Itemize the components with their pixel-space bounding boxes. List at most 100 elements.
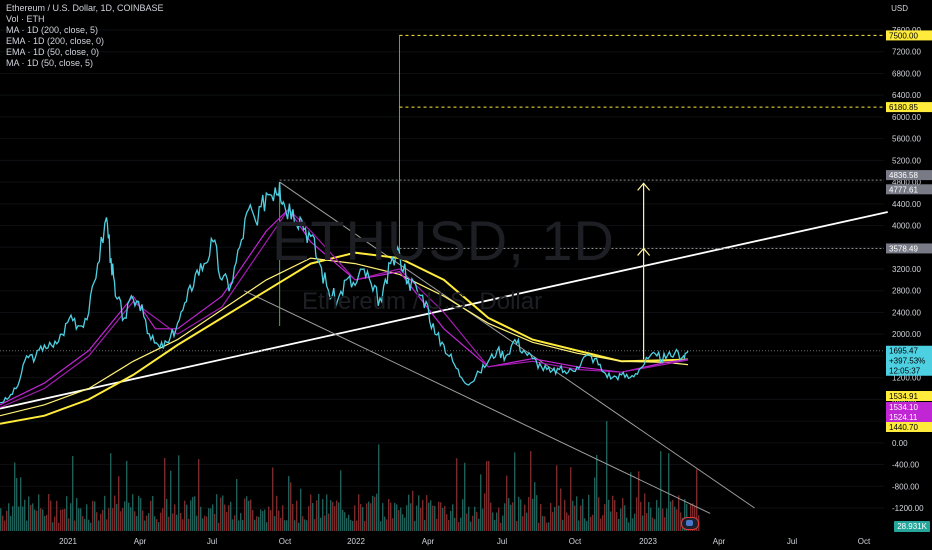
volume-bar (624, 505, 626, 531)
price-tag-label: 1524.11 (889, 413, 918, 422)
volume-bar (354, 505, 356, 531)
volume-bar (254, 519, 256, 531)
volume-bar (250, 499, 252, 531)
volume-bar (242, 519, 244, 531)
volume-bar (600, 518, 602, 531)
volume-bar (432, 505, 434, 531)
volume-bar (466, 513, 468, 531)
volume-bar (654, 519, 656, 531)
volume-bar (394, 502, 396, 531)
volume-bar (192, 497, 194, 531)
volume-bar (374, 496, 376, 531)
volume-bar (606, 421, 608, 531)
legend-line-volume[interactable]: Vol · ETH (6, 14, 45, 24)
volume-bar (230, 501, 232, 531)
volume-bar (548, 522, 550, 531)
volume-bar (484, 493, 486, 531)
legend-line-ma50[interactable]: MA · 1D (50, close, 5) (6, 58, 94, 68)
volume-bar (574, 505, 576, 531)
volume-bar (580, 505, 582, 531)
volume-bar (88, 519, 90, 531)
volume-bar (614, 500, 616, 531)
volume-bar (412, 490, 414, 531)
y-tick-label: 4000.00 (892, 222, 921, 231)
volume-bar (676, 509, 678, 531)
volume-bar (182, 519, 184, 531)
volume-bar (184, 500, 186, 531)
symbol-watermark: ETHUSD, 1D (272, 209, 615, 272)
legend-title[interactable]: Ethereum / U.S. Dollar, 1D, COINBASE (6, 3, 164, 13)
volume-bar (430, 500, 432, 531)
volume-bar (630, 472, 632, 531)
volume-bar (246, 496, 248, 531)
volume-bar (458, 521, 460, 531)
volume-bar (132, 494, 134, 531)
chart-legend[interactable]: Ethereum / U.S. Dollar, 1D, COINBASE Vol… (6, 3, 164, 69)
y-tick-label: 5600.00 (892, 135, 921, 144)
volume-bar (618, 518, 620, 531)
volume-bar (266, 522, 268, 531)
volume-bar (534, 482, 536, 531)
volume-bar (558, 505, 560, 531)
price-tag (886, 412, 932, 422)
currency-label[interactable]: USD (891, 4, 908, 13)
volume-bar (310, 494, 312, 531)
price-tag (886, 30, 932, 41)
volume-bar (288, 476, 290, 531)
volume-bar (244, 498, 246, 531)
moving-average-line (0, 257, 689, 417)
price-tag-label: 1695.47 (889, 347, 918, 356)
volume-bar (370, 503, 372, 531)
volume-bar (620, 508, 622, 531)
volume-bar (440, 502, 442, 531)
volume-bar (662, 508, 664, 531)
volume-bar (640, 501, 642, 531)
volume-bar (100, 513, 102, 531)
volume-bar (30, 504, 32, 531)
volume-bar (40, 508, 42, 531)
volume-bar (592, 514, 594, 531)
volume-bar (238, 520, 240, 531)
volume-bar (62, 509, 64, 531)
volume-bar (378, 444, 380, 531)
legend-line-ema50[interactable]: EMA · 1D (50, close, 0) (6, 47, 100, 57)
volume-bar (450, 510, 452, 531)
volume-bar (508, 498, 510, 531)
volume-bar (164, 458, 166, 531)
volume-bar (452, 504, 454, 531)
legend-line-ma200[interactable]: MA · 1D (200, close, 5) (6, 25, 99, 35)
volume-bar (542, 515, 544, 531)
volume-bar (404, 517, 406, 531)
time-axis[interactable]: 2021 Apr Jul Oct 2022 Apr Jul Oct 2023 Apr Jul Oct (59, 537, 871, 546)
volume-bar (218, 522, 220, 531)
volume-bar (468, 506, 470, 531)
volume-bar (154, 516, 156, 531)
price-tag (886, 391, 932, 401)
volume-bar (112, 508, 114, 531)
volume-bar (104, 495, 106, 531)
volume-bar (460, 517, 462, 531)
volume-bar (364, 521, 366, 531)
volume-bar (584, 518, 586, 531)
event-flag-icon[interactable] (681, 517, 699, 530)
volume-bar (196, 515, 198, 531)
legend-line-ema200[interactable]: EMA · 1D (200, close, 0) (6, 36, 105, 46)
volume-bar (66, 496, 68, 531)
volume-bar (478, 518, 480, 531)
price-axis[interactable]: 7600.007200.006800.006400.006000.005600.… (892, 26, 924, 513)
volume-bar (136, 516, 138, 531)
volume-bar (38, 494, 40, 531)
volume-bar (278, 510, 280, 531)
volume-bar (76, 498, 78, 531)
x-tick-label: Jul (787, 537, 797, 546)
volume-bar (252, 510, 254, 531)
volume-bar (0, 508, 2, 531)
volume-bar (82, 516, 84, 531)
volume-bar (446, 514, 448, 531)
volume-bar (638, 471, 640, 531)
volume-bar (608, 499, 610, 531)
volume-bar (50, 500, 52, 531)
x-tick-label: Oct (858, 537, 871, 546)
volume-bar (414, 520, 416, 531)
